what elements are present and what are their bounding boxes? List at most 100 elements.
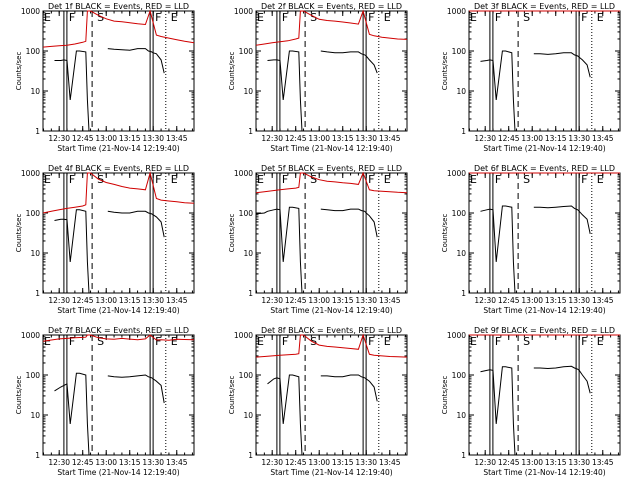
y-tick-label: 100 bbox=[452, 47, 467, 56]
x-tick-label: 13:45 bbox=[592, 134, 614, 143]
y-tick-label: 1 bbox=[461, 289, 466, 298]
lld-series-line bbox=[255, 333, 408, 358]
x-tick-label: 13:45 bbox=[166, 458, 188, 467]
x-tick-label: 13:30 bbox=[568, 458, 590, 467]
event-marker-label: E bbox=[470, 173, 477, 186]
y-tick-label: 10 bbox=[243, 249, 253, 258]
x-tick-label: 12:30 bbox=[48, 296, 70, 305]
y-tick-label: 100 bbox=[26, 209, 41, 218]
plot-frame bbox=[255, 334, 408, 456]
y-tick-label: 1 bbox=[461, 451, 466, 460]
x-tick-label: 13:00 bbox=[308, 458, 330, 467]
x-tick-label: 13:00 bbox=[308, 134, 330, 143]
y-tick-label: 1000 bbox=[234, 169, 253, 178]
event-marker-label: F bbox=[581, 11, 587, 24]
events-series-line bbox=[480, 50, 591, 132]
x-tick-label: 13:45 bbox=[379, 296, 401, 305]
chart-title: Det 3f BLACK = Events, RED = LLD bbox=[474, 2, 615, 11]
y-tick-label: 100 bbox=[239, 209, 254, 218]
y-tick-label: 1000 bbox=[234, 7, 253, 16]
x-tick-label: 12:30 bbox=[261, 134, 283, 143]
lld-series-line bbox=[42, 171, 195, 214]
chart-panel: Det 4f BLACK = Events, RED = LLD 1 10 100 10… bbox=[15, 164, 195, 315]
chart-panel: Det 2f BLACK = Events, RED = LLD 1 10 100 10… bbox=[228, 2, 408, 153]
event-marker-label: F bbox=[368, 173, 374, 186]
x-tick-label: 13:45 bbox=[592, 296, 614, 305]
event-marker-label: E bbox=[470, 335, 477, 348]
y-tick-label: 1000 bbox=[21, 331, 40, 340]
y-tick-label: 100 bbox=[452, 209, 467, 218]
chart-panel: Det 9f BLACK = Events, RED = LLD 1 10 100 10… bbox=[441, 326, 621, 477]
chart-panel: Det 7f BLACK = Events, RED = LLD 1 10 100 10… bbox=[15, 326, 195, 477]
x-tick-label: 13:00 bbox=[95, 296, 117, 305]
event-marker-label: E bbox=[171, 173, 178, 186]
y-axis-label: Counts/sec bbox=[228, 52, 236, 91]
y-axis-label: Counts/sec bbox=[441, 52, 449, 91]
y-tick-label: 10 bbox=[456, 411, 466, 420]
event-marker-label: E bbox=[597, 335, 604, 348]
y-tick-label: 1 bbox=[35, 127, 40, 136]
x-tick-label: 13:45 bbox=[166, 296, 188, 305]
x-axis-label: Start Time (21-Nov-14 12:19:40) bbox=[270, 306, 392, 315]
chart-title: Det 7f BLACK = Events, RED = LLD bbox=[48, 326, 189, 335]
event-marker-label: E bbox=[384, 173, 391, 186]
event-marker-label: E bbox=[44, 335, 51, 348]
x-tick-label: 12:45 bbox=[72, 296, 94, 305]
y-tick-label: 1 bbox=[248, 127, 253, 136]
chart-title: Det 5f BLACK = Events, RED = LLD bbox=[261, 164, 402, 173]
events-series-line bbox=[255, 206, 378, 294]
x-tick-label: 12:30 bbox=[474, 134, 496, 143]
y-tick-label: 100 bbox=[239, 371, 254, 380]
y-tick-label: 10 bbox=[30, 87, 40, 96]
chart-title: Det 9f BLACK = Events, RED = LLD bbox=[474, 326, 615, 335]
events-series-line bbox=[480, 365, 591, 456]
x-tick-label: 13:30 bbox=[355, 134, 377, 143]
x-tick-label: 13:00 bbox=[521, 134, 543, 143]
x-tick-label: 12:45 bbox=[72, 458, 94, 467]
y-tick-label: 100 bbox=[239, 47, 254, 56]
x-tick-label: 12:30 bbox=[261, 296, 283, 305]
event-marker-label: S bbox=[523, 335, 530, 348]
x-tick-label: 13:30 bbox=[142, 134, 164, 143]
y-tick-label: 1 bbox=[248, 289, 253, 298]
x-tick-label: 13:00 bbox=[95, 458, 117, 467]
events-series-line bbox=[267, 374, 378, 456]
x-tick-label: 12:30 bbox=[48, 458, 70, 467]
x-axis-label: Start Time (21-Nov-14 12:19:40) bbox=[57, 306, 179, 315]
y-tick-label: 100 bbox=[452, 371, 467, 380]
chart-title: Det 1f BLACK = Events, RED = LLD bbox=[48, 2, 189, 11]
event-marker-label: F bbox=[282, 173, 288, 186]
x-tick-label: 13:15 bbox=[119, 134, 141, 143]
event-marker-label: E bbox=[597, 11, 604, 24]
event-marker-label: F bbox=[581, 173, 587, 186]
x-tick-label: 13:45 bbox=[379, 458, 401, 467]
events-series-line bbox=[480, 205, 591, 294]
event-marker-label: E bbox=[597, 173, 604, 186]
event-marker-label: F bbox=[69, 335, 75, 348]
plot-frame bbox=[255, 10, 408, 132]
x-tick-label: 13:45 bbox=[166, 134, 188, 143]
x-axis-label: Start Time (21-Nov-14 12:19:40) bbox=[483, 468, 605, 477]
y-tick-label: 100 bbox=[26, 371, 41, 380]
chart-title: Det 6f BLACK = Events, RED = LLD bbox=[474, 164, 615, 173]
x-tick-label: 13:00 bbox=[308, 296, 330, 305]
event-marker-label: F bbox=[155, 11, 161, 24]
event-marker-label: F bbox=[495, 173, 501, 186]
lld-series-line bbox=[42, 9, 195, 48]
x-tick-label: 13:00 bbox=[521, 458, 543, 467]
lld-series-line bbox=[42, 334, 195, 342]
chart-title: Det 4f BLACK = Events, RED = LLD bbox=[48, 164, 189, 173]
x-tick-label: 13:00 bbox=[95, 134, 117, 143]
y-tick-label: 1000 bbox=[21, 7, 40, 16]
x-tick-label: 13:15 bbox=[545, 134, 567, 143]
event-marker-label: E bbox=[171, 335, 178, 348]
x-tick-label: 12:30 bbox=[474, 458, 496, 467]
event-marker-label: F bbox=[155, 335, 161, 348]
event-marker-label: E bbox=[257, 173, 264, 186]
event-marker-label: E bbox=[470, 11, 477, 24]
x-tick-label: 13:30 bbox=[142, 458, 164, 467]
y-tick-label: 1 bbox=[35, 451, 40, 460]
event-marker-label: F bbox=[155, 173, 161, 186]
chart-panel: Det 1f BLACK = Events, RED = LLD 1 10 100 10… bbox=[15, 2, 195, 153]
